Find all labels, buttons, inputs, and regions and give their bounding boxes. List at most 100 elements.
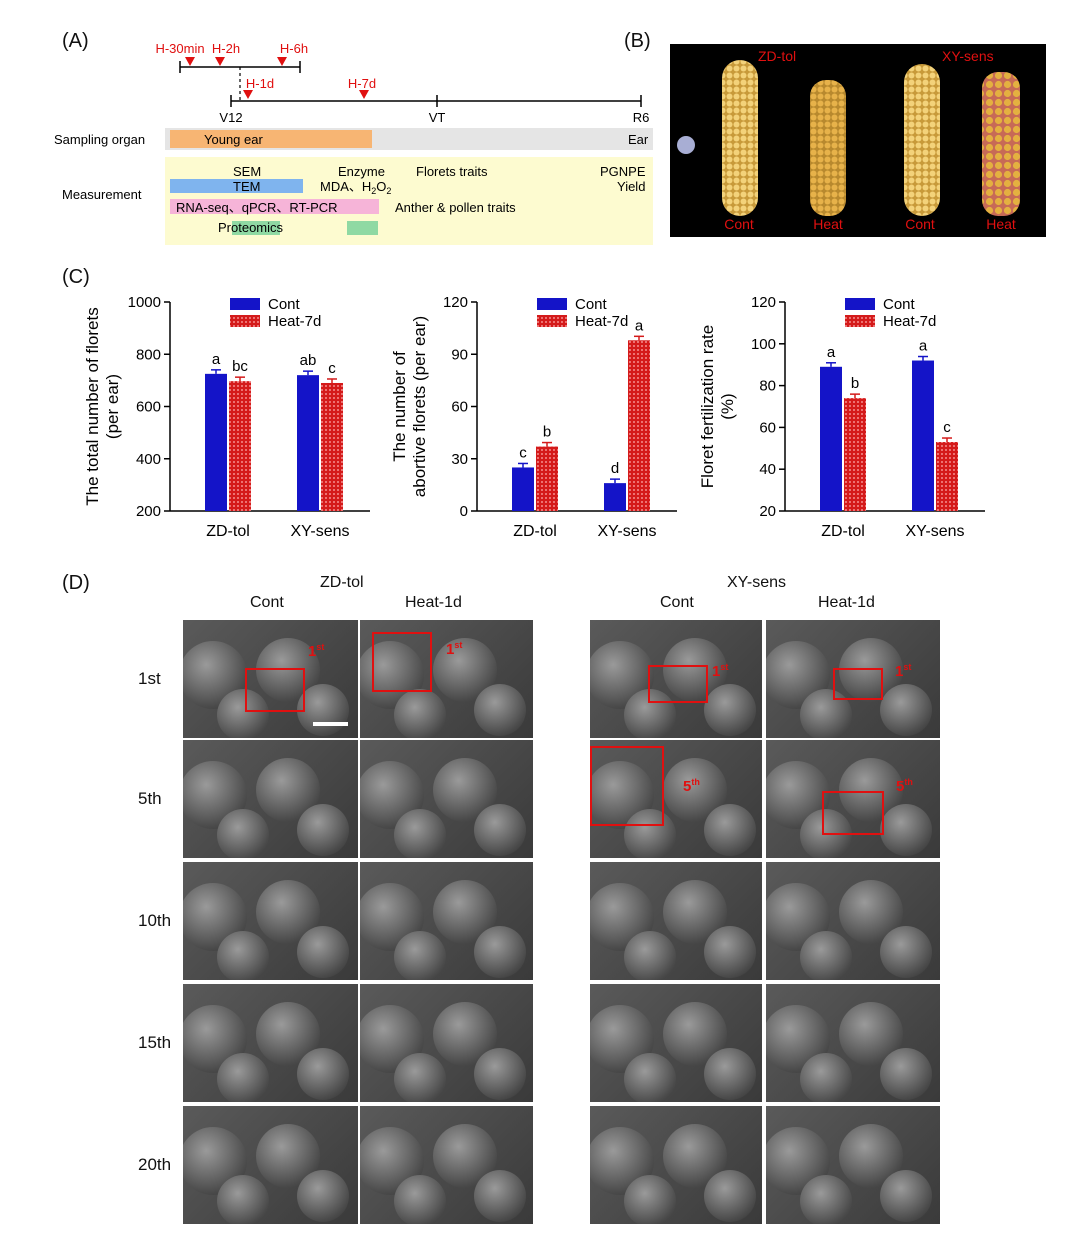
ear-zd-cont: [722, 60, 758, 216]
bar-heat-7d-zd-tol: [536, 446, 558, 511]
floret-blob: [474, 926, 526, 978]
bar-heat-7d-xy-sens: [628, 340, 650, 511]
significance-letter: bc: [232, 358, 248, 375]
floret-annotation: 1st: [895, 662, 912, 680]
significance-letter: a: [827, 344, 836, 361]
y-tick-label: 1000: [128, 294, 161, 311]
floret-blob: [704, 804, 756, 856]
floret-blob: [297, 804, 349, 856]
floret-blob: [394, 689, 446, 738]
sem-col-3: Cont: [660, 594, 694, 611]
sem-image: [183, 1106, 358, 1224]
category-label: ZD-tol: [206, 523, 250, 540]
floret-blob: [800, 1053, 852, 1102]
floret-blob: [624, 931, 676, 980]
significance-letter: b: [543, 424, 551, 441]
floret-blob: [704, 1048, 756, 1100]
rnaseq-label: RNA-seq、qPCR、RT-PCR: [176, 200, 338, 215]
sem-col-4: Heat-1d: [818, 594, 875, 611]
floret-blob: [394, 809, 446, 858]
category-label: ZD-tol: [821, 523, 865, 540]
floret-blob: [880, 804, 932, 856]
y-tick-label: 120: [443, 294, 468, 311]
category-label: XY-sens: [598, 523, 657, 540]
sem-image: [183, 862, 358, 980]
y-axis-label: The total number of florets: [83, 307, 102, 505]
floret-annotation: 5th: [683, 777, 700, 795]
floret-annotation: 1st: [446, 640, 463, 658]
label-heat-2: Heat: [986, 216, 1016, 232]
stage-vt: VT: [429, 110, 446, 125]
tem-bar: [170, 179, 303, 193]
y-axis-label: abortive florets (per ear): [410, 316, 429, 497]
y-axis-label: The number of: [390, 351, 409, 462]
marker-h6h: H-6h: [280, 41, 308, 56]
proteomics-bar-1: [232, 221, 280, 235]
legend-swatch-heat: [845, 315, 875, 327]
reference-disk: [677, 136, 695, 154]
marker-arrow: [359, 90, 369, 99]
anther-label: Anther & pollen traits: [395, 200, 516, 215]
chart-3: 20 40 60 80 100 120 Floret fertilization rate(…: [698, 294, 985, 540]
stage-r6: R6: [633, 110, 650, 125]
sem-image: [766, 1106, 940, 1224]
floret-blob: [297, 1170, 349, 1222]
sem-col-1: Cont: [250, 594, 284, 611]
significance-letter: a: [919, 338, 928, 355]
sem-image: [766, 862, 940, 980]
chart-2: 0 30 60 90 120 The number of abortive florets …: [390, 294, 677, 540]
legend-label-cont: Cont: [575, 296, 608, 313]
marker-arrow: [243, 90, 253, 99]
label-zd-tol: ZD-tol: [758, 48, 796, 64]
floret-blob: [474, 684, 526, 736]
floret-blob: [880, 926, 932, 978]
legend-label-heat: Heat-7d: [883, 313, 936, 330]
label-xy-sens: XY-sens: [942, 48, 994, 64]
florets-traits-label: Florets traits: [416, 164, 488, 179]
ear-label: Ear: [628, 132, 649, 147]
legend-label-heat: Heat-7d: [575, 313, 628, 330]
marker-h7d: H-7d: [348, 76, 376, 91]
mda-label: MDA、H2O2: [320, 179, 391, 196]
young-ear-bar: [170, 130, 372, 148]
bar-cont-xy-sens: [912, 360, 934, 511]
marker-arrow: [277, 57, 287, 66]
yield-label: Yield: [617, 179, 645, 194]
significance-letter: d: [611, 460, 619, 477]
floret-blob: [474, 804, 526, 856]
bar-heat-7d-zd-tol: [229, 381, 251, 511]
category-label: XY-sens: [291, 523, 350, 540]
sem-row-label: 5th: [138, 789, 162, 808]
sem-image: [590, 862, 762, 980]
sem-image: [590, 1106, 762, 1224]
proteomics-label: Proteomics: [218, 220, 284, 235]
floret-annotation: 1st: [308, 642, 325, 660]
rnaseq-bar: [170, 199, 379, 214]
bar-heat-7d-xy-sens: [321, 382, 343, 511]
legend-swatch-cont: [537, 298, 567, 310]
label-heat-1: Heat: [813, 216, 843, 232]
floret-blob: [704, 1170, 756, 1222]
y-tick-label: 60: [451, 399, 468, 416]
bar-heat-7d-zd-tol: [844, 398, 866, 511]
y-tick-label: 400: [136, 451, 161, 468]
sem-col-2: Heat-1d: [405, 594, 462, 611]
highlight-box: [245, 668, 305, 712]
sem-image: [590, 984, 762, 1102]
significance-letter: ab: [300, 352, 317, 369]
marker-h1d: H-1d: [246, 76, 274, 91]
highlight-box: [822, 791, 884, 835]
floret-blob: [880, 684, 932, 736]
sem-row-label: 20th: [138, 1155, 172, 1174]
significance-letter: c: [519, 444, 527, 461]
highlight-box: [833, 668, 883, 700]
measurement-label: Measurement: [62, 187, 142, 202]
proteomics-bar-2: [347, 221, 378, 235]
ear-xy-cont: [904, 64, 940, 216]
floret-blob: [704, 684, 756, 736]
sem-image: [766, 740, 940, 858]
sem-image: [590, 740, 762, 858]
sem-image: [360, 1106, 533, 1224]
young-ear-label: Young ear: [204, 132, 263, 147]
ear-xy-heat: [982, 72, 1020, 216]
